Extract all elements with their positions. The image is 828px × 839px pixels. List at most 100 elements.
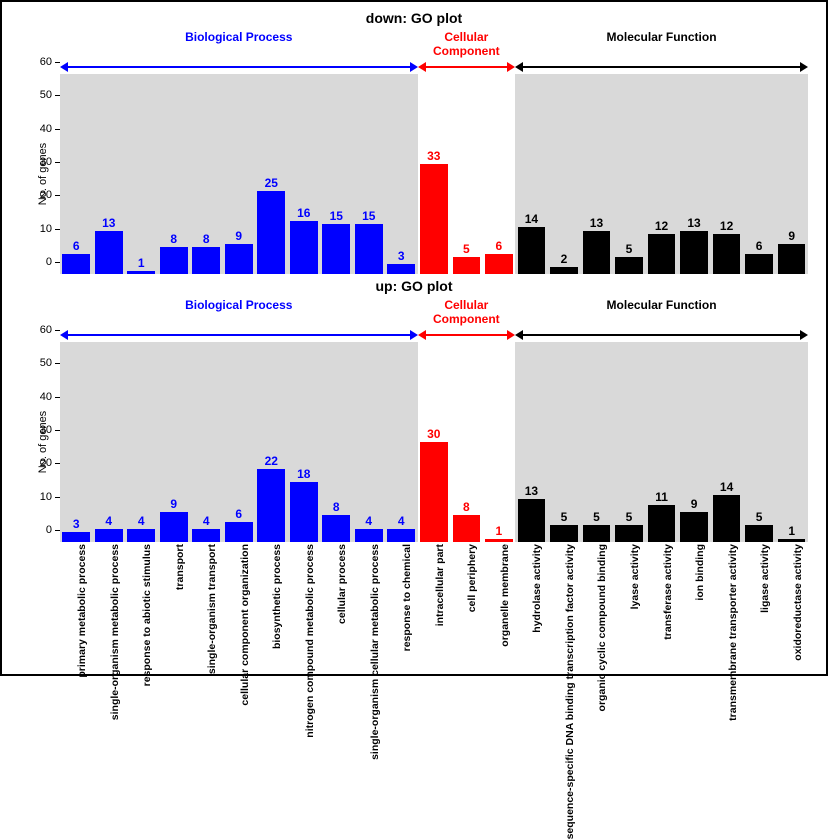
go-plot-container: down: GO plotBiological ProcessCellular … — [10, 10, 818, 662]
bar-value: 5 — [463, 242, 470, 256]
bar-value: 15 — [362, 209, 375, 223]
y-tick: 20 — [40, 457, 52, 469]
bar-wrap: 6 — [60, 74, 93, 274]
bar-value: 12 — [720, 219, 733, 233]
bar — [127, 529, 155, 542]
bar — [95, 529, 123, 542]
bar-value: 6 — [756, 239, 763, 253]
bar-wrap: 13 — [515, 342, 548, 542]
y-tick: 10 — [40, 491, 52, 503]
bars-group: 6131889251615153 — [60, 74, 418, 274]
x-label: hydrolase activity — [515, 542, 548, 662]
bar-wrap: 8 — [190, 74, 223, 274]
x-label: response to abiotic stimulus — [125, 542, 158, 662]
y-tick: 10 — [40, 223, 52, 235]
arrow-span — [60, 328, 418, 342]
plot-area: No. of genes0102030405060613188925161515… — [10, 74, 818, 274]
bars-area: 6131889251615153335614213512131269 — [60, 74, 808, 274]
section-header: Cellular Component — [418, 296, 516, 328]
bar — [583, 525, 611, 542]
bar-value: 3 — [398, 249, 405, 263]
bar-wrap: 5 — [743, 342, 776, 542]
bar-value: 5 — [756, 510, 763, 524]
section-header: Molecular Function — [515, 28, 808, 60]
chart-title: down: GO plot — [10, 10, 818, 26]
section-bg: 14213512131269 — [515, 74, 808, 274]
section-bg: 135551191451 — [515, 342, 808, 542]
bar-value: 1 — [496, 524, 503, 538]
bar — [518, 227, 546, 274]
bar — [225, 522, 253, 542]
bar — [713, 234, 741, 274]
bar-value: 22 — [265, 454, 278, 468]
bar-wrap: 18 — [288, 342, 321, 542]
bar-value: 4 — [365, 514, 372, 528]
arrow-span — [418, 328, 516, 342]
section-bg: 30 81 — [418, 342, 516, 542]
bar-value: 5 — [626, 242, 633, 256]
bar — [127, 271, 155, 274]
bar-wrap: 5 — [548, 342, 581, 542]
arrow-span — [60, 60, 418, 74]
chart: down: GO plot Biological ProcessCellular … — [10, 10, 818, 274]
bar-wrap: 3 — [385, 74, 418, 274]
bars-area: 34494622188443081135551191451 — [60, 342, 808, 542]
bar-value: 8 — [333, 500, 340, 514]
bar-wrap: 4 — [385, 342, 418, 542]
bar-wrap: 9 — [223, 74, 256, 274]
bar — [680, 231, 708, 274]
bar — [485, 254, 513, 274]
bar-value: 9 — [235, 229, 242, 243]
bar-value: 1 — [138, 256, 145, 270]
bar-value: 12 — [655, 219, 668, 233]
section-header: Biological Process — [60, 28, 418, 60]
y-tick: 30 — [40, 424, 52, 436]
bar — [387, 264, 415, 274]
bar-wrap: 6 — [223, 342, 256, 542]
bar-value: 4 — [105, 514, 112, 528]
x-label: transmembrane transporter activity — [710, 542, 743, 662]
bar-value: 8 — [203, 232, 210, 246]
bar-value: 6 — [235, 507, 242, 521]
bars-group: 30 81 — [418, 342, 516, 542]
bar-wrap: 5 — [580, 342, 613, 542]
section-header: Biological Process — [60, 296, 418, 328]
y-tick: 60 — [40, 324, 52, 336]
bar-value: 13 — [525, 484, 538, 498]
bar-value: 4 — [138, 514, 145, 528]
bar-wrap: 12 — [710, 74, 743, 274]
bar-wrap: 8 — [450, 342, 483, 542]
bar-wrap: 16 — [288, 74, 321, 274]
section-header: Cellular Component — [418, 28, 516, 60]
plot-area: No. of genes0102030405060344946221884430… — [10, 342, 818, 542]
bar-wrap: 5 — [613, 74, 646, 274]
bar-wrap: 1 — [775, 342, 808, 542]
bar-value: 2 — [561, 252, 568, 266]
x-label: cellular component organization — [223, 542, 256, 662]
bar — [713, 495, 741, 542]
bar-value: 30 — [427, 427, 440, 441]
arrow-span — [515, 328, 808, 342]
bar — [420, 164, 448, 274]
bar — [160, 512, 188, 542]
bar — [290, 221, 318, 274]
bar-value: 9 — [691, 497, 698, 511]
bar-wrap: 3 — [60, 342, 93, 542]
bar-wrap: 4 — [353, 342, 386, 542]
bar-wrap: 22 — [255, 342, 288, 542]
y-tick: 0 — [46, 256, 52, 268]
bar — [322, 224, 350, 274]
bar — [648, 234, 676, 274]
bar-wrap: 4 — [125, 342, 158, 542]
bar — [550, 525, 578, 542]
bar — [550, 267, 578, 274]
bar-value: 6 — [73, 239, 80, 253]
bar-value: 16 — [297, 206, 310, 220]
bar — [192, 529, 220, 542]
bar-value: 8 — [170, 232, 177, 246]
bar-wrap: 5 — [450, 74, 483, 274]
y-tick: 30 — [40, 156, 52, 168]
bar-value: 15 — [330, 209, 343, 223]
y-tick: 60 — [40, 56, 52, 68]
section-arrows — [60, 60, 808, 74]
